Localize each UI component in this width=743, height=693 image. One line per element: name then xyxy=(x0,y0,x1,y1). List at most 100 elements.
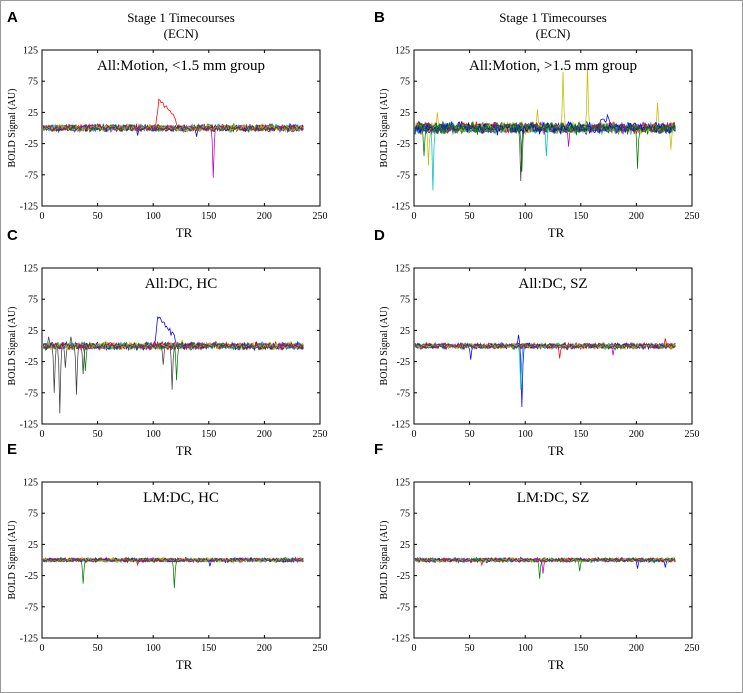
y-tick-label: -125 xyxy=(20,634,38,645)
y-tick-label: 25 xyxy=(28,326,38,337)
x-tick-label: 150 xyxy=(201,211,216,222)
panel-title: All:DC, HC xyxy=(145,276,218,292)
panel-title: All:Motion, <1.5 mm group xyxy=(97,58,265,74)
x-tick-label: 0 xyxy=(40,211,45,222)
y-tick-label: 25 xyxy=(400,540,410,551)
y-tick-label: 75 xyxy=(400,77,410,88)
y-tick-label: -125 xyxy=(20,420,38,431)
series-line xyxy=(414,341,676,350)
series-line xyxy=(42,123,304,133)
x-tick-label: 100 xyxy=(146,643,161,654)
series-line xyxy=(42,556,304,564)
panel-title: All:Motion, >1.5 mm group xyxy=(469,58,637,74)
x-tick-label: 200 xyxy=(257,643,272,654)
series-line xyxy=(42,340,304,352)
y-tick-label: 125 xyxy=(395,478,410,489)
y-axis-label: BOLD Signal (AU) xyxy=(379,89,390,168)
series-line xyxy=(43,123,304,134)
figure-heading-line: Stage 1 Timecourses xyxy=(499,10,607,25)
y-tick-label: 125 xyxy=(395,46,410,57)
x-tick-label: 0 xyxy=(40,429,45,440)
y-axis-label: BOLD Signal (AU) xyxy=(7,307,18,386)
x-axis-label: TR xyxy=(548,657,565,672)
x-axis-label: TR xyxy=(548,225,565,240)
x-tick-label: 150 xyxy=(573,211,588,222)
y-tick-label: -75 xyxy=(397,170,410,181)
x-tick-label: 150 xyxy=(573,429,588,440)
x-tick-label: 200 xyxy=(257,429,272,440)
x-tick-label: 200 xyxy=(629,211,644,222)
x-tick-label: 250 xyxy=(313,643,328,654)
x-axis-label: TR xyxy=(548,443,565,458)
y-tick-label: -75 xyxy=(25,388,38,399)
panel-letter: C xyxy=(7,227,18,244)
x-tick-label: 0 xyxy=(412,211,417,222)
y-tick-label: -75 xyxy=(397,388,410,399)
x-tick-label: 0 xyxy=(412,429,417,440)
y-tick-label: -25 xyxy=(25,357,38,368)
x-tick-label: 50 xyxy=(93,643,103,654)
y-tick-label: 75 xyxy=(28,295,38,306)
x-tick-label: 200 xyxy=(629,643,644,654)
y-tick-label: -125 xyxy=(392,420,410,431)
x-tick-label: 200 xyxy=(629,429,644,440)
y-tick-label: -25 xyxy=(25,139,38,150)
panel-e: E 0 50 100 150 200 250 125 75 25 -25 -75 -125 LM:DC, … xyxy=(7,441,328,672)
x-tick-label: 50 xyxy=(465,211,475,222)
panel-letter: B xyxy=(374,9,385,26)
series-line xyxy=(415,556,676,564)
data-lines xyxy=(414,334,676,408)
y-tick-label: 125 xyxy=(23,46,38,57)
y-tick-label: 25 xyxy=(400,326,410,337)
panel-title: All:DC, SZ xyxy=(518,276,587,292)
series-line xyxy=(42,556,304,563)
data-lines xyxy=(42,316,304,414)
x-tick-label: 50 xyxy=(465,643,475,654)
x-tick-label: 100 xyxy=(146,211,161,222)
data-lines xyxy=(42,98,304,178)
x-tick-label: 150 xyxy=(201,429,216,440)
y-tick-label: -125 xyxy=(392,634,410,645)
y-tick-label: 125 xyxy=(23,264,38,275)
series-line xyxy=(43,123,304,134)
x-tick-label: 50 xyxy=(93,429,103,440)
x-tick-label: 250 xyxy=(685,211,700,222)
x-tick-label: 50 xyxy=(465,429,475,440)
x-tick-label: 50 xyxy=(93,211,103,222)
figure-heading-line: (ECN) xyxy=(536,26,571,41)
x-axis-label: TR xyxy=(176,657,193,672)
data-lines xyxy=(414,67,676,191)
y-tick-label: 25 xyxy=(28,540,38,551)
x-axis-label: TR xyxy=(176,225,193,240)
panel-title: LM:DC, HC xyxy=(143,490,219,506)
y-tick-label: -75 xyxy=(397,602,410,613)
figure-heading-line: (ECN) xyxy=(164,26,199,41)
y-tick-label: 75 xyxy=(400,509,410,520)
x-tick-label: 100 xyxy=(518,643,533,654)
panel-title: LM:DC, SZ xyxy=(517,490,590,506)
x-tick-label: 250 xyxy=(685,643,700,654)
x-tick-label: 0 xyxy=(40,643,45,654)
x-tick-label: 150 xyxy=(573,643,588,654)
panel-d: D 0 50 100 150 200 250 125 75 25 -25 -75 -125 All:DC,… xyxy=(374,227,700,458)
y-tick-label: -125 xyxy=(392,202,410,213)
x-tick-label: 150 xyxy=(201,643,216,654)
x-tick-label: 0 xyxy=(412,643,417,654)
y-tick-label: 125 xyxy=(23,478,38,489)
y-axis-label: BOLD Signal (AU) xyxy=(7,521,18,600)
x-tick-label: 100 xyxy=(146,429,161,440)
panel-letter: A xyxy=(7,9,18,26)
panel-b: B Stage 1 Timecourses(ECN) 0 50 100 150 200 250… xyxy=(374,9,700,240)
y-tick-label: -125 xyxy=(20,202,38,213)
panel-f: F 0 50 100 150 200 250 125 75 25 -25 -75 -125 LM:DC, … xyxy=(374,441,700,672)
y-tick-label: 25 xyxy=(28,108,38,119)
x-tick-label: 200 xyxy=(257,211,272,222)
x-axis-label: TR xyxy=(176,443,193,458)
series-line xyxy=(414,341,676,351)
y-tick-label: 125 xyxy=(395,264,410,275)
y-tick-label: -75 xyxy=(25,602,38,613)
y-tick-label: -75 xyxy=(25,170,38,181)
data-lines xyxy=(414,556,676,579)
y-tick-label: 75 xyxy=(28,77,38,88)
